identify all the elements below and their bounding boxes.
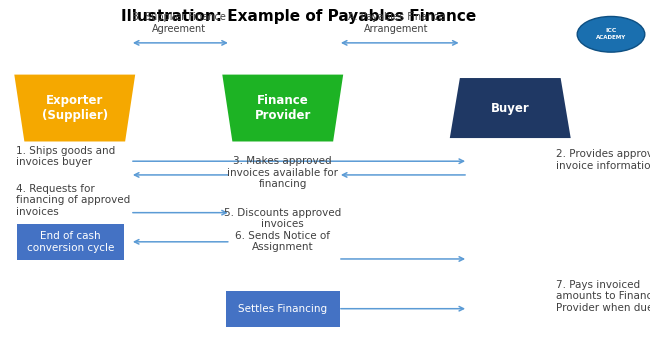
Text: 5. Discounts approved
invoices
6. Sends Notice of
Assignment: 5. Discounts approved invoices 6. Sends … (224, 208, 341, 252)
Text: Finance
Provider: Finance Provider (255, 94, 311, 122)
Polygon shape (222, 74, 343, 141)
FancyBboxPatch shape (226, 291, 339, 327)
Polygon shape (14, 74, 135, 141)
Text: 7. Pays invoiced
amounts to Finance
Provider when due: 7. Pays invoiced amounts to Finance Prov… (556, 280, 650, 313)
Text: Exporter
(Supplier): Exporter (Supplier) (42, 94, 108, 122)
Text: ACADEMY: ACADEMY (596, 35, 626, 40)
FancyBboxPatch shape (16, 224, 124, 260)
Text: 1. Ships goods and
invoices buyer: 1. Ships goods and invoices buyer (16, 146, 116, 167)
Polygon shape (450, 78, 571, 138)
Text: A. Payables Finance
Arrangement: A. Payables Finance Arrangement (348, 12, 445, 34)
Text: Settles Financing: Settles Financing (238, 304, 328, 314)
Text: Buyer: Buyer (491, 102, 530, 115)
Text: End of cash
conversion cycle: End of cash conversion cycle (27, 231, 114, 252)
Circle shape (577, 16, 645, 52)
Text: ICC: ICC (605, 28, 617, 33)
Text: 3. Makes approved
invoices available for
financing: 3. Makes approved invoices available for… (227, 156, 338, 189)
Text: B. Supplier Finance
Agreement: B. Supplier Finance Agreement (132, 12, 226, 34)
Text: 4. Requests for
financing of approved
invoices: 4. Requests for financing of approved in… (16, 184, 131, 217)
Text: 2. Provides approved
invoice information: 2. Provides approved invoice information (556, 149, 650, 171)
Text: Illustration: Example of Payables Finance: Illustration: Example of Payables Financ… (122, 9, 476, 24)
